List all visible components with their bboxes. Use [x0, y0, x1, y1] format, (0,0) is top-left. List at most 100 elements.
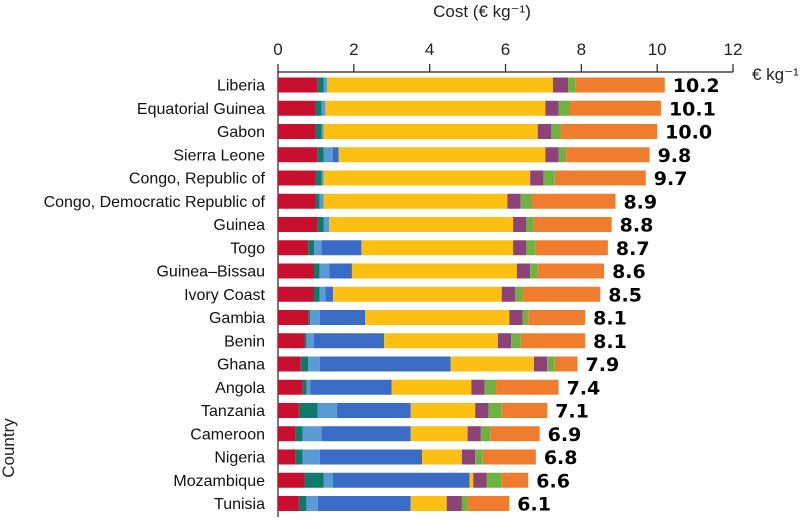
bar-segment-component-1: [278, 263, 315, 279]
bar-segment-component-3: [323, 217, 330, 232]
bar-segment-component-6: [471, 379, 485, 395]
total-label: 6.6: [536, 470, 570, 492]
bar-segment-component-6: [530, 170, 544, 186]
bar-segment-component-8: [522, 286, 601, 302]
bar-segment-component-8: [532, 193, 616, 209]
bar-segment-component-5: [327, 77, 553, 93]
bar-segment-component-7: [558, 100, 570, 116]
category-label: Equatorial Guinea: [137, 101, 265, 118]
bar-segment-component-3: [306, 333, 315, 349]
bar-segment-component-1: [278, 77, 318, 93]
bar-segment-component-8: [520, 333, 586, 349]
bar-segment-component-1: [278, 356, 301, 372]
bar-segment-component-5: [323, 170, 531, 186]
bar-segment-component-7: [530, 263, 538, 279]
bar-segment-component-6: [507, 193, 521, 209]
bar-segment-component-5: [323, 124, 538, 139]
bar-segment-component-1: [278, 147, 318, 163]
bar-segment-component-2: [298, 496, 307, 511]
bar-segment-component-6: [467, 426, 481, 442]
bar-segment-component-6: [533, 356, 548, 372]
bar-segment-component-4: [329, 263, 352, 279]
bar-segment-component-7: [522, 310, 529, 325]
bar-segment-component-6: [552, 77, 569, 93]
category-label: Gabon: [217, 124, 265, 141]
bar-segment-component-1: [278, 100, 316, 116]
bar-segment-component-5: [391, 379, 472, 395]
bar-segment-component-4: [332, 147, 339, 163]
bar-segment-component-7: [514, 286, 523, 302]
unit-label: € kg⁻¹: [752, 65, 799, 84]
bar-segment-component-6: [501, 286, 515, 302]
bar-segment-component-1: [278, 240, 309, 256]
total-label: 10.1: [669, 98, 716, 120]
bar-segment-component-6: [446, 496, 462, 511]
bar-segment-component-5: [469, 472, 474, 488]
bar-segment-component-8: [560, 124, 658, 139]
bar-segment-component-7: [480, 426, 491, 442]
bar-segment-component-5: [410, 426, 468, 442]
x-tick-label: 4: [425, 40, 434, 59]
bar-segment-component-5: [365, 310, 510, 325]
bar-segment-component-6: [545, 100, 559, 116]
total-label: 6.1: [517, 494, 551, 516]
bar-segment-component-3: [321, 100, 326, 116]
bar-segment-component-5: [329, 217, 514, 232]
category-label: Benin: [224, 333, 265, 350]
bar-segment-component-2: [314, 286, 320, 302]
bar-segment-component-7: [461, 496, 468, 511]
bar-segment-component-2: [304, 333, 307, 349]
bar-segment-component-2: [315, 170, 322, 186]
bar-segment-component-5: [325, 100, 546, 116]
bar-segment-component-8: [575, 77, 665, 93]
bar-segment-component-1: [278, 286, 315, 302]
category-label: Ivory Coast: [184, 287, 265, 304]
bar-segment-component-1: [278, 170, 316, 186]
total-label: 6.8: [544, 447, 578, 469]
bar-segment-component-6: [513, 217, 527, 232]
bar-segment-component-8: [537, 263, 605, 279]
bar-segment-component-1: [278, 124, 316, 139]
bar-segment-component-1: [278, 217, 318, 232]
total-label: 9.8: [658, 145, 692, 167]
bar-segment-component-1: [278, 333, 305, 349]
bar-segment-component-8: [535, 240, 608, 256]
bar-segment-component-6: [475, 403, 489, 418]
total-label: 8.8: [620, 215, 654, 237]
bar-segment-component-3: [302, 426, 322, 442]
total-label: 6.9: [548, 424, 582, 446]
bar-segment-component-6: [516, 263, 531, 279]
x-tick-label: 8: [577, 40, 586, 59]
bar-segment-component-7: [526, 240, 536, 256]
bar-segment-component-4: [314, 333, 385, 349]
bar-segment-component-5: [422, 449, 462, 465]
bar-segment-component-3: [308, 356, 320, 372]
bar-segment-component-8: [554, 356, 578, 372]
total-label: 7.4: [567, 377, 601, 399]
bar-segment-component-2: [300, 356, 309, 372]
bar-segment-component-6: [545, 147, 559, 163]
category-label: Sierra Leone: [173, 147, 265, 164]
bar-segment-component-8: [501, 403, 548, 418]
bar-segment-component-5: [410, 403, 476, 418]
x-tick-label: 2: [349, 40, 358, 59]
bar-segment-component-4: [321, 426, 411, 442]
bar-segment-component-2: [315, 124, 322, 139]
labels-group: Liberia 10.2 Equatorial Guinea 10.1 Gabon 10.…: [44, 75, 720, 516]
bar-segment-component-2: [317, 217, 324, 232]
category-label: Togo: [230, 240, 265, 257]
bar-segment-component-1: [278, 472, 305, 488]
bar-segment-component-3: [306, 379, 311, 395]
category-label: Nigeria: [214, 450, 265, 467]
total-label: 8.6: [612, 261, 646, 283]
total-label: 10.0: [665, 122, 712, 144]
bar-segment-component-8: [467, 496, 510, 511]
bar-segment-component-8: [490, 426, 540, 442]
bar-segment-component-3: [323, 472, 333, 488]
category-label: Guinea: [213, 217, 265, 234]
total-label: 8.5: [608, 284, 642, 306]
total-label: 7.1: [555, 401, 589, 423]
x-tick-label: 0: [273, 40, 282, 59]
bar-segment-component-8: [554, 170, 646, 186]
